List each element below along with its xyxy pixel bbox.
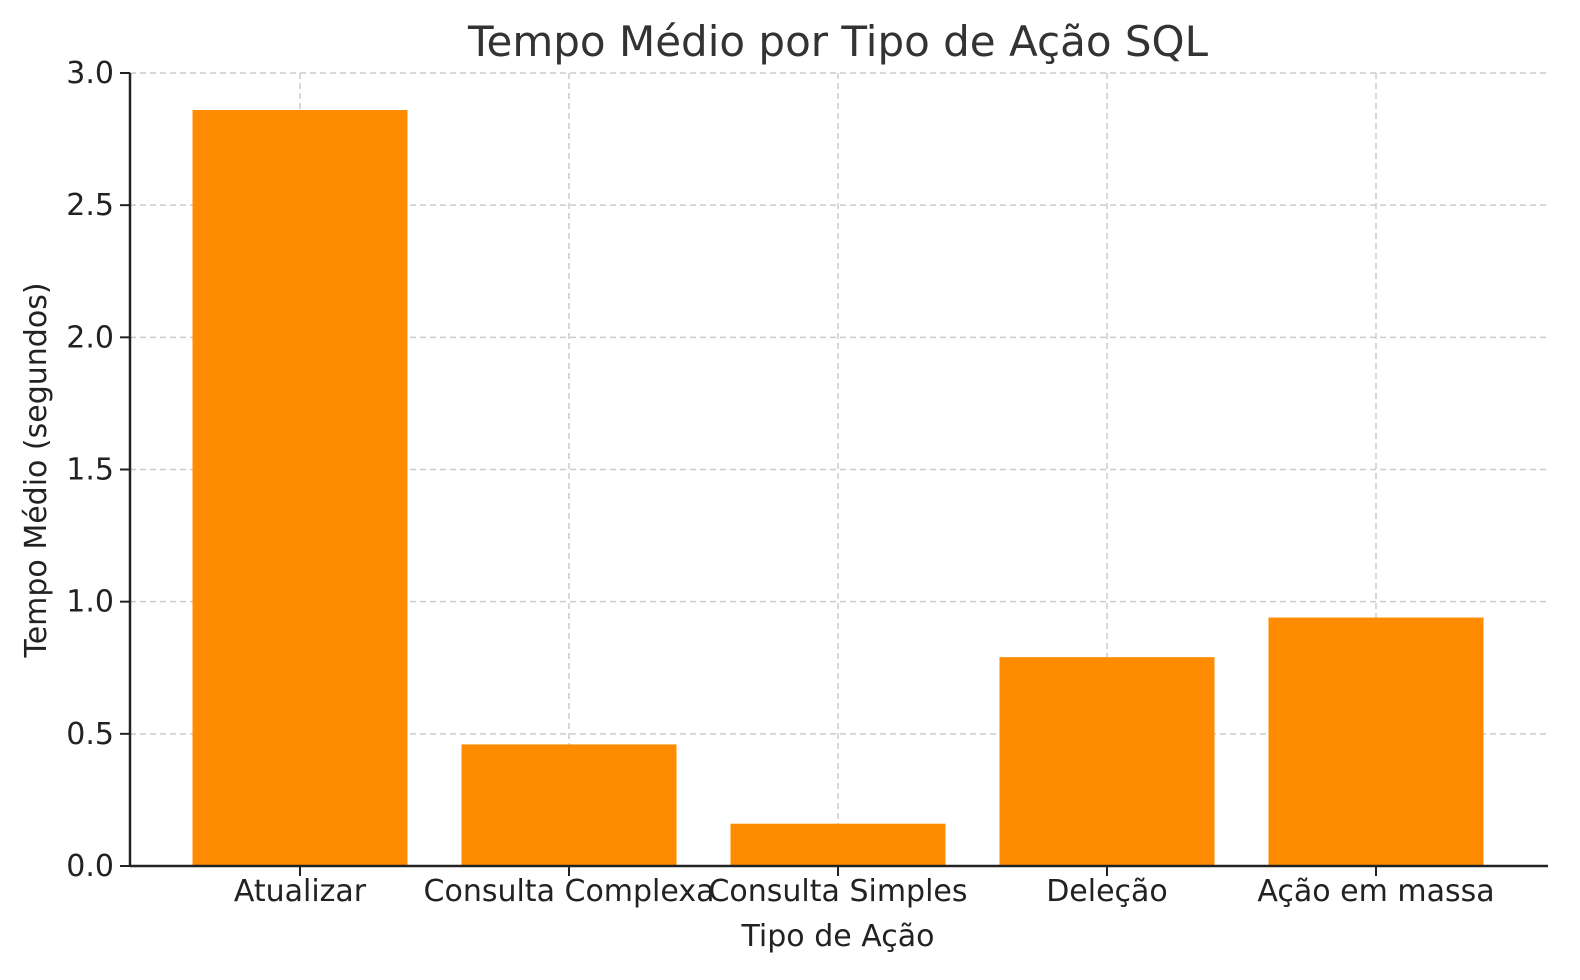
y-tick-label: 1.5 xyxy=(66,453,114,488)
bar xyxy=(1268,617,1484,866)
bars-layer xyxy=(192,110,1484,867)
x-tick-label: Deleção xyxy=(1046,874,1168,909)
chart-title: Tempo Médio por Tipo de Ação SQL xyxy=(467,17,1209,66)
x-axis-label: Tipo de Ação xyxy=(741,919,935,954)
bar xyxy=(999,657,1215,866)
y-tick-label: 1.0 xyxy=(66,585,114,620)
y-tick-label: 0.5 xyxy=(66,717,114,752)
y-axis-label: Tempo Médio (segundos) xyxy=(19,282,54,658)
bar xyxy=(461,744,677,866)
y-tick-label: 3.0 xyxy=(66,56,114,91)
bar xyxy=(730,823,946,866)
y-tick-label: 0.0 xyxy=(66,849,114,884)
x-tick-label: Consulta Complexa xyxy=(424,874,715,909)
x-tick-label: Atualizar xyxy=(234,874,367,909)
y-tick-label: 2.5 xyxy=(66,188,114,223)
bar xyxy=(192,110,408,867)
x-tick-label: Consulta Simples xyxy=(708,874,967,909)
ticks-layer: 0.0 0.5 1.0 1.5 2.0 2.5 3.0 Atualizar Consulta C… xyxy=(66,56,1494,909)
x-tick-label: Ação em massa xyxy=(1257,874,1494,909)
y-tick-label: 2.0 xyxy=(66,320,114,355)
